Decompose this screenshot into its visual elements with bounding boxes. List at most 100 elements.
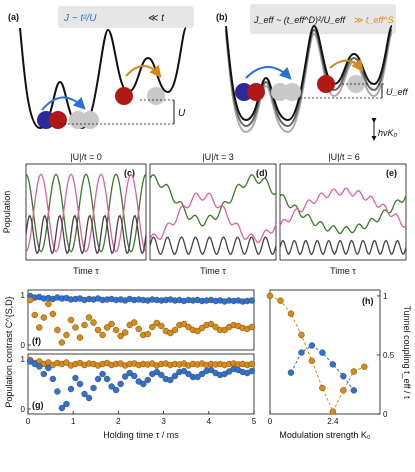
point-g-blue [85, 394, 93, 402]
formula-a-main: J ~ t²/U [63, 13, 97, 24]
curve-d-green [149, 173, 277, 227]
xtick-label-g: 2 [116, 417, 121, 426]
contrast-ylabel: Population contrast C^{S,D} [4, 296, 14, 407]
point-f-orange [54, 326, 61, 334]
hop-arrow-a2 [125, 64, 162, 78]
formula-b-main: J_eff ~ (t_eff^D)²/U_eff [253, 15, 347, 25]
panel-a: (a) J ~ t²/U ≪ t U [8, 6, 194, 130]
point-h-orange [319, 384, 326, 392]
point-f-orange [45, 300, 52, 308]
atom-red-a2 [115, 87, 133, 105]
point-f-orange [99, 331, 106, 339]
point-f-orange [81, 321, 88, 329]
point-g-blue [67, 385, 75, 393]
point-f-orange [121, 329, 129, 336]
curve-c-pink [25, 173, 147, 253]
point-f-orange [171, 326, 179, 334]
point-h-blue [329, 361, 337, 368]
xtick-label-g: 0 [26, 417, 31, 426]
point-g-blue [126, 369, 133, 377]
point-g-blue [76, 380, 84, 388]
point-g-blue [36, 363, 43, 370]
point-f-orange [144, 330, 151, 338]
panel-e-frame [279, 163, 407, 261]
point-f-orange [27, 296, 34, 304]
curve-e-pink [279, 187, 407, 228]
hop-arrow-a [41, 96, 86, 111]
formula-b-cmp: ≫ t_eff^S [354, 15, 394, 25]
ytick-label-h: 1 [383, 292, 388, 301]
point-g-blue [94, 375, 102, 383]
panel-c-title: |U|/t = 0 [70, 152, 101, 162]
point-g-orange [248, 360, 255, 368]
point-h-blue [287, 369, 295, 376]
point-f-orange [180, 320, 188, 328]
xtick-label-g: 1 [71, 417, 76, 426]
point-f-orange [198, 324, 206, 332]
point-g-blue [167, 376, 174, 384]
point-f-orange [36, 324, 43, 331]
panel-b-label: (b) [216, 12, 228, 22]
formula-box-b [250, 4, 396, 34]
population-curves [25, 173, 407, 256]
series-line-h-0 [269, 295, 365, 413]
scatter-layer: 0 1 0 1 2 3 4 5 0 1 0 2.4 0 0.5 1 [21, 291, 395, 426]
point-h-orange [266, 292, 274, 300]
point-g-blue [40, 370, 48, 378]
point-f-orange [49, 310, 57, 318]
panel-h-frame [269, 289, 381, 415]
xtick-label-h: 2.4 [327, 417, 339, 426]
point-g-blue [207, 366, 215, 374]
point-f-orange [58, 339, 66, 346]
point-h-orange [287, 310, 295, 317]
point-g-blue [180, 367, 188, 375]
ytick-label-f: 0 [21, 341, 26, 350]
point-f-orange [108, 320, 115, 328]
point-f-orange [131, 319, 138, 326]
curve-c-green [25, 173, 147, 253]
panel-d-label: (d) [256, 168, 268, 178]
point-f-blue [248, 297, 255, 304]
point-f-orange [221, 326, 228, 334]
energy-label-a: U [178, 108, 186, 119]
point-g-blue [171, 372, 179, 380]
panel-e-label: (e) [386, 168, 397, 178]
point-f-orange [67, 316, 75, 324]
ytick-label-h: 0.5 [383, 351, 395, 360]
point-f-orange [63, 331, 70, 339]
point-g-blue [153, 368, 161, 376]
atom-red-a [49, 111, 67, 129]
panel-c-frame [25, 163, 147, 261]
panel-b: (b) J_eff ~ (t_eff^D)²/U_eff ≫ t_eff^S U… [216, 4, 409, 141]
panel-g-label: (g) [32, 400, 44, 410]
point-h-orange [298, 331, 305, 339]
atom-grey-a2 [81, 111, 99, 129]
panel-a-label: (a) [8, 12, 19, 22]
point-g-blue [112, 386, 120, 394]
point-f-orange [149, 323, 156, 331]
point-f-orange [76, 334, 84, 341]
holding-xlabel: Holding time τ / ms [103, 430, 179, 440]
panel-f-label: (f) [32, 336, 41, 346]
formula-a-cmp: ≪ t [148, 13, 165, 24]
energy-label-b: U_eff [386, 87, 409, 97]
curve-d-dark [149, 236, 277, 256]
ytick-label-g: 0 [21, 405, 26, 414]
panel-c-label: (c) [124, 168, 135, 178]
curve-c-dark [25, 214, 147, 255]
point-g-blue [99, 370, 106, 378]
point-h-blue [308, 342, 316, 349]
xtick-label-g: 5 [252, 417, 257, 426]
point-g-blue [131, 372, 138, 380]
point-f-orange [194, 327, 201, 335]
point-f-orange [31, 311, 38, 319]
point-f-orange [167, 329, 174, 337]
population-ylabel: Population [2, 191, 12, 234]
formula-box-a [58, 6, 194, 28]
drive-label-b: hνK₀ [378, 128, 398, 138]
point-g-blue [103, 375, 111, 383]
time-xlabel-e: Time τ [330, 266, 356, 276]
point-h-orange [329, 408, 337, 415]
panel-d-title: |U|/t = 3 [202, 152, 233, 162]
point-h-blue [319, 349, 326, 356]
